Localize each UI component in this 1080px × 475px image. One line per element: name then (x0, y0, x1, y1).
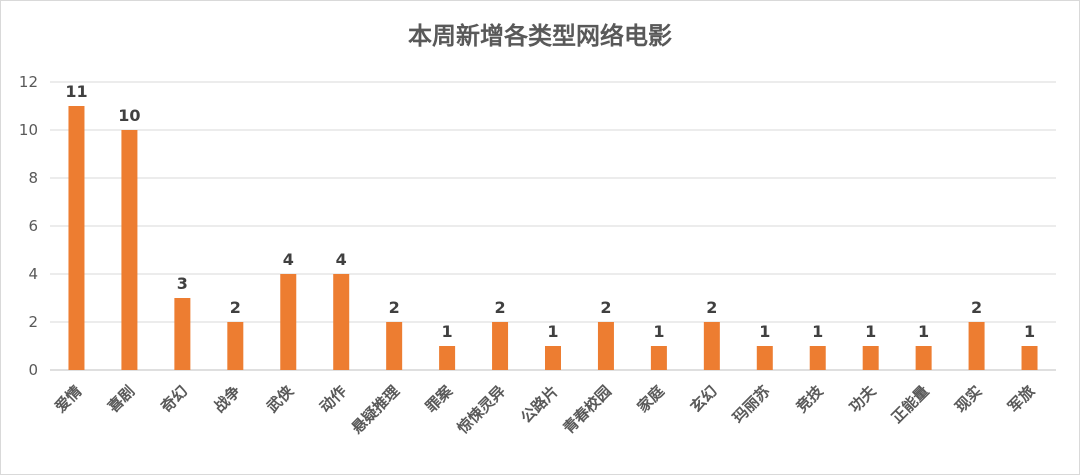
x-tick-label: 喜剧 (104, 382, 138, 416)
x-tick-label: 玄幻 (687, 382, 721, 416)
x-tick-label: 战争 (210, 382, 244, 416)
bar (386, 322, 403, 370)
bar (862, 346, 879, 370)
data-label: 2 (600, 298, 611, 317)
data-label: 11 (65, 82, 87, 101)
bar (227, 322, 244, 370)
x-tick-label: 武侠 (263, 381, 298, 416)
x-tick-label: 竞技 (793, 381, 828, 416)
x-tick-label: 动作 (316, 382, 350, 416)
bar (650, 346, 667, 370)
x-tick-label: 家庭 (634, 381, 669, 416)
data-label: 3 (177, 274, 188, 293)
data-label: 1 (653, 322, 664, 341)
bar (809, 346, 826, 370)
data-label: 10 (118, 106, 140, 125)
bar (333, 274, 350, 370)
x-tick-label: 罪案 (422, 381, 457, 416)
x-tick-label: 青春校园 (560, 382, 615, 437)
data-label: 1 (1024, 322, 1035, 341)
data-label: 2 (971, 298, 982, 317)
x-tick-label: 奇幻 (157, 382, 191, 416)
bar (545, 346, 561, 370)
y-tick-label: 6 (28, 217, 38, 235)
x-tick-label: 悬疑推理 (348, 382, 403, 437)
data-label: 2 (494, 298, 505, 317)
data-label: 4 (336, 250, 347, 269)
data-label: 1 (865, 322, 876, 341)
bar (280, 274, 297, 370)
bar (915, 346, 932, 370)
y-tick-label: 4 (28, 265, 38, 283)
y-tick-label: 12 (19, 73, 38, 91)
y-tick-label: 2 (28, 313, 38, 331)
data-label: 2 (230, 298, 241, 317)
bar (174, 298, 191, 370)
y-tick-label: 0 (28, 361, 38, 379)
bar (597, 322, 614, 370)
chart-title: 本周新增各类型网络电影 (408, 22, 672, 50)
bar (756, 346, 773, 370)
data-label: 1 (442, 322, 453, 341)
x-tick-label: 正能量 (888, 382, 933, 427)
x-tick-label: 惊悚灵异 (454, 382, 509, 437)
bar (1021, 346, 1038, 370)
bar (121, 130, 138, 370)
bar (68, 106, 85, 370)
y-tick-label: 8 (28, 169, 38, 187)
y-tick-label: 10 (19, 121, 38, 139)
bar (439, 346, 456, 370)
x-tick-label: 玛丽苏 (729, 382, 774, 427)
data-label: 1 (759, 322, 770, 341)
data-label: 2 (706, 298, 717, 317)
x-tick-label: 军旅 (1004, 382, 1038, 416)
x-tick-label: 公路片 (517, 382, 562, 427)
data-label: 1 (918, 322, 929, 341)
data-label: 2 (389, 298, 400, 317)
bar (968, 322, 985, 370)
x-tick-label: 功夫 (846, 381, 881, 416)
x-tick-label: 现实 (951, 382, 985, 416)
data-label: 1 (547, 322, 558, 341)
bar (492, 322, 509, 370)
data-label: 1 (812, 322, 823, 341)
bar (703, 322, 720, 370)
x-tick-label: 爱情 (51, 382, 85, 416)
data-label: 4 (283, 250, 294, 269)
